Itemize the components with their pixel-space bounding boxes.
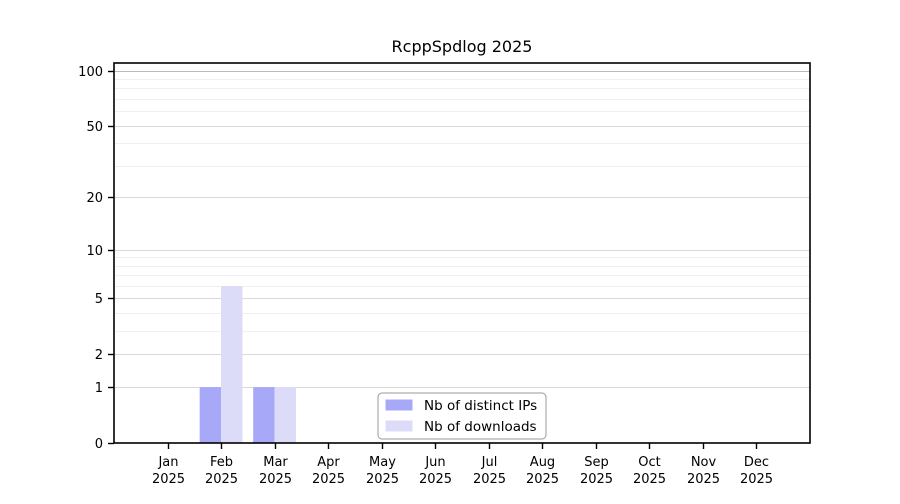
x-tick-label-month: Dec	[744, 455, 769, 470]
x-tick-label-month: Oct	[638, 455, 660, 470]
y-tick-label: 100	[78, 65, 103, 80]
x-tick-label-month: Nov	[691, 455, 717, 470]
x-tick-label-year: 2025	[205, 472, 238, 487]
chart-title: RcppSpdlog 2025	[392, 37, 533, 56]
legend: Nb of distinct IPs Nb of downloads	[377, 392, 547, 440]
x-tick-label-year: 2025	[633, 472, 666, 487]
x-tick-label-year: 2025	[312, 472, 345, 487]
bar-mar-downloads	[274, 387, 297, 443]
legend-swatch-downloads	[385, 420, 413, 432]
x-tick-label-month: Jun	[424, 455, 445, 470]
y-tick-label: 10	[86, 244, 103, 259]
y-tick-label: 5	[95, 292, 103, 307]
x-tick-label-year: 2025	[473, 472, 506, 487]
x-tick-label-year: 2025	[366, 472, 399, 487]
bar-feb-downloads	[221, 285, 243, 443]
x-tick-label-month: Mar	[263, 455, 288, 470]
x-tick-label-month: Feb	[210, 455, 233, 470]
x-tick-label-year: 2025	[419, 472, 452, 487]
y-tick-label: 50	[86, 120, 103, 135]
x-tick-label-year: 2025	[740, 472, 773, 487]
x-tick-label-year: 2025	[580, 472, 613, 487]
x-tick-label-month: Apr	[317, 455, 340, 470]
x-tick-label-month: Jan	[157, 455, 178, 470]
y-tick-label: 2	[95, 348, 103, 363]
x-tick-label-year: 2025	[687, 472, 720, 487]
legend-label-downloads: Nb of downloads	[424, 419, 537, 435]
y-axis: 0 1 2 5 10 20 50 100	[78, 65, 114, 452]
legend-swatch-distinct-ips	[385, 399, 413, 411]
legend-label-distinct-ips: Nb of distinct IPs	[424, 398, 537, 414]
x-tick-label-month: May	[369, 455, 396, 470]
bar-series	[199, 285, 297, 443]
gridlines	[114, 71, 810, 388]
y-tick-label: 1	[95, 381, 103, 396]
x-tick-label-month: Aug	[530, 455, 555, 470]
bar-feb-distinct-ips	[199, 387, 222, 443]
legend-box	[377, 392, 547, 440]
x-tick-label-year: 2025	[152, 472, 185, 487]
x-tick-label-month: Jul	[481, 455, 498, 470]
x-tick-label-year: 2025	[526, 472, 559, 487]
bar-mar-distinct-ips	[253, 387, 275, 443]
y-tick-label: 0	[95, 437, 103, 452]
x-tick-label-month: Sep	[584, 455, 609, 470]
plot-frame	[113, 62, 811, 444]
x-tick-label-year: 2025	[259, 472, 292, 487]
y-tick-label: 20	[86, 191, 103, 206]
x-axis: Jan 2025 Feb 2025 Mar 2025 Apr 2025 May 2025 Jun 20…	[152, 443, 773, 487]
